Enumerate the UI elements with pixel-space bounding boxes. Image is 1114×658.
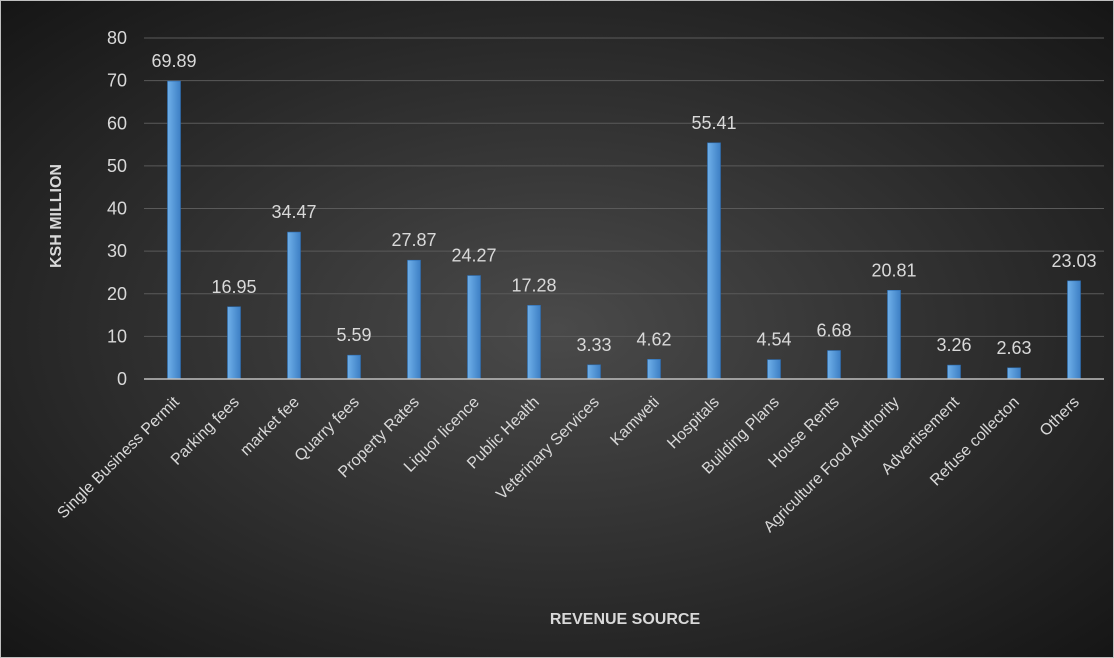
data-label: 24.27 xyxy=(451,246,496,266)
data-label: 17.28 xyxy=(511,275,556,295)
bar xyxy=(827,350,841,380)
data-label: 3.26 xyxy=(936,335,971,355)
y-axis-title: KSH MILLION xyxy=(48,164,65,268)
y-tick-label: 50 xyxy=(107,156,127,176)
data-label: 6.68 xyxy=(816,321,851,341)
y-tick-label: 40 xyxy=(107,199,127,219)
data-label: 27.87 xyxy=(391,230,436,250)
y-tick-label: 80 xyxy=(107,28,127,48)
bar xyxy=(1067,280,1081,380)
bar xyxy=(407,259,421,380)
data-labels: 69.89 16.95 34.47 5.59 27.87 24.27 17.28 3.33 4.… xyxy=(151,51,1096,358)
data-label: 2.63 xyxy=(996,338,1031,358)
bar xyxy=(467,275,481,380)
data-label: 20.81 xyxy=(871,260,916,280)
bar xyxy=(587,364,601,380)
bar xyxy=(947,364,961,380)
data-label: 23.03 xyxy=(1051,251,1096,271)
data-label: 34.47 xyxy=(271,202,316,222)
bar xyxy=(647,359,661,380)
gridlines xyxy=(144,37,1104,337)
bar xyxy=(767,359,781,380)
data-label: 55.41 xyxy=(691,113,736,133)
y-tick-label: 70 xyxy=(107,71,127,91)
y-tick-label: 30 xyxy=(107,241,127,261)
data-label: 4.54 xyxy=(756,330,791,350)
bar xyxy=(347,354,361,380)
y-axis-ticks: 0 10 20 30 40 50 60 70 80 xyxy=(107,28,127,389)
y-tick-label: 60 xyxy=(107,113,127,133)
bar xyxy=(887,289,901,380)
data-label: 16.95 xyxy=(211,277,256,297)
bar xyxy=(1007,367,1021,380)
data-label: 69.89 xyxy=(151,51,196,71)
data-label: 4.62 xyxy=(636,329,671,349)
x-axis-title: REVENUE SOURCE xyxy=(550,611,701,628)
bar xyxy=(167,80,181,380)
bar xyxy=(287,231,301,380)
y-tick-label: 0 xyxy=(117,369,127,389)
y-tick-label: 20 xyxy=(107,284,127,304)
bar xyxy=(707,142,721,380)
data-label: 3.33 xyxy=(576,335,611,355)
bar xyxy=(527,305,541,380)
data-label: 5.59 xyxy=(336,325,371,345)
bar xyxy=(227,306,241,380)
y-tick-label: 10 xyxy=(107,326,127,346)
